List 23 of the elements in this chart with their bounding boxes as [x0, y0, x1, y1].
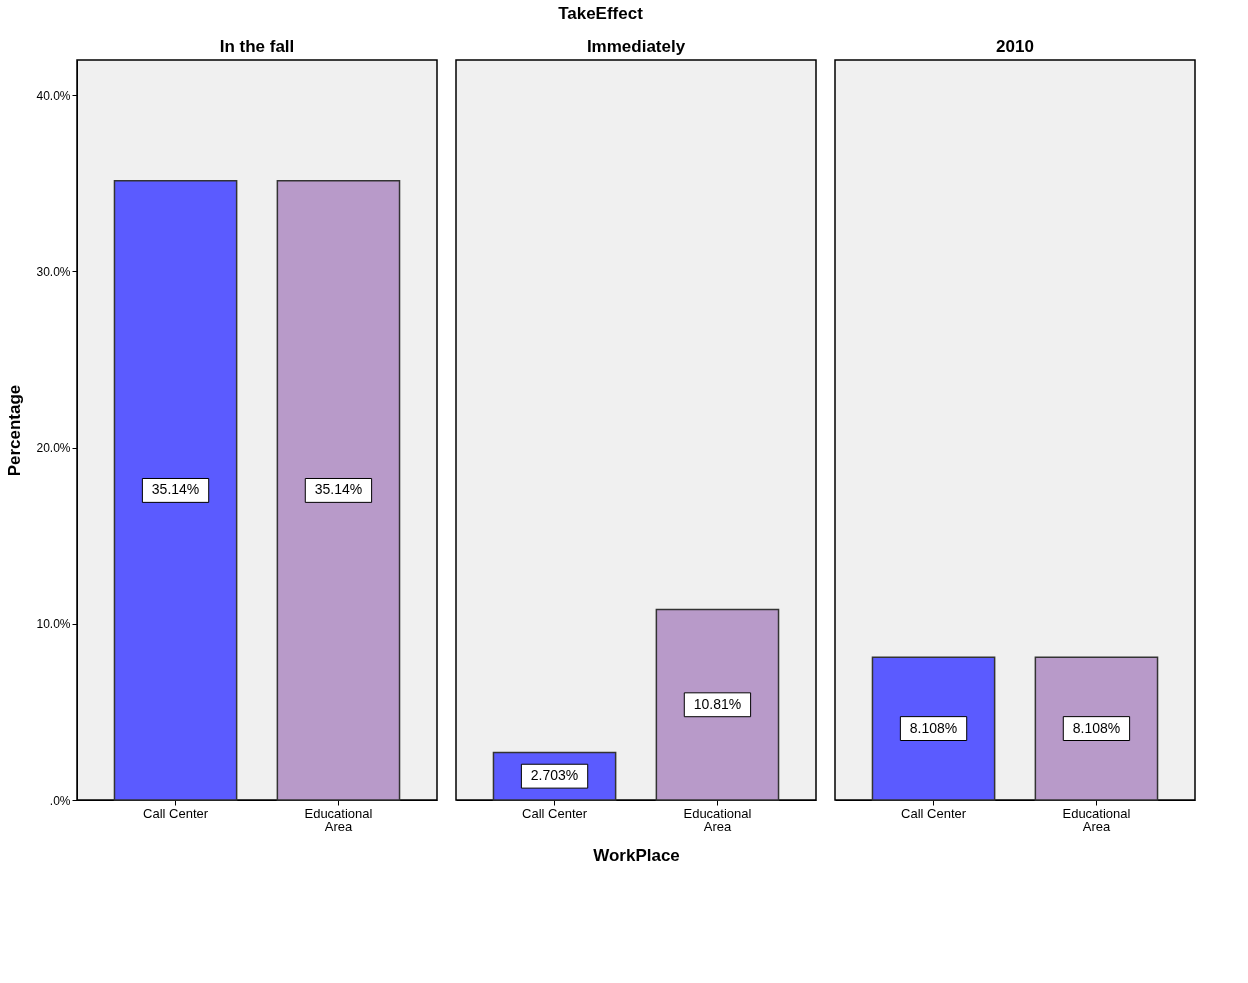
data-label: 8.108% [909, 719, 958, 736]
text: TakeEffect [558, 4, 644, 24]
x-tick-label: Educational Area [1062, 805, 1131, 834]
y-tick-label: 20.0% [36, 441, 71, 456]
x-axis-title: WorkPlace [593, 845, 680, 865]
x-tick-label: Call Center [143, 805, 209, 821]
y-tick-label: 30.0% [36, 264, 71, 279]
y-tick-label: 40.0% [36, 88, 71, 103]
data-label: 2.703% [530, 767, 579, 784]
chart-title: Immediately [586, 37, 686, 56]
chart-title: 2010 [996, 37, 1034, 56]
data-label: 35.14% [314, 481, 363, 498]
x-tick-label: Call Center [901, 805, 967, 821]
x-tick-label: Call Center [522, 805, 588, 821]
y-tick-label: .0% [49, 793, 71, 808]
data-label: 8.108% [1072, 719, 1121, 736]
y-tick-label: 10.0% [36, 617, 71, 632]
chart-title: In the fall [219, 37, 295, 56]
y-axis-title: Percentage [5, 384, 25, 477]
x-tick-label: Educational Area [683, 805, 752, 834]
data-label: 10.81% [693, 695, 742, 712]
x-tick-label: Educational Area [304, 805, 373, 834]
data-label: 35.14% [151, 481, 200, 498]
